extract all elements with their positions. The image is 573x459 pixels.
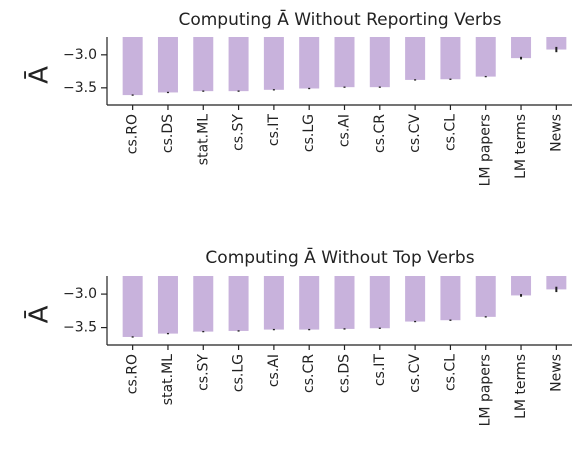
bar [228,37,249,92]
x-tick-label: LM papers [478,114,494,186]
x-tick-label: cs.CV [407,114,423,153]
x-tick-label: cs.CV [407,354,423,393]
bar [228,276,249,331]
y-axis-label: Ā [24,305,55,323]
x-tick-label: News [548,114,564,152]
x-tick-label: cs.IT [372,354,388,387]
y-tick-label: −3.5 [63,80,97,96]
x-tick-label: cs.DS [337,354,353,393]
y-tick-label: −3.5 [63,320,97,336]
bar [334,37,355,88]
bar [334,276,355,329]
y-tick-label: −3.0 [63,286,97,302]
x-tick-label: cs.CL [442,114,458,151]
bar [511,276,532,296]
x-tick-label: cs.RO [125,114,141,154]
x-tick-label: cs.RO [125,354,141,394]
bar [157,37,178,93]
x-tick-label: LM papers [478,354,494,426]
x-tick-label: LM terms [513,114,529,179]
bar [263,37,284,90]
x-tick-label: cs.DS [160,114,176,153]
x-tick-label: stat.ML [195,114,211,165]
bar [511,37,532,59]
x-tick-label: stat.ML [160,354,176,405]
bar [299,276,320,330]
bar [475,276,496,317]
x-tick-label: cs.LG [231,354,247,392]
x-tick-label: cs.CR [301,354,317,393]
bar [122,276,143,337]
bar [440,276,461,321]
x-tick-label: cs.AI [337,114,353,147]
x-tick-label: cs.AI [266,354,282,387]
bar [369,37,390,88]
bar [369,276,390,329]
bar [122,37,143,96]
bar [440,37,461,80]
bar [405,37,426,80]
x-tick-label: cs.LG [301,114,317,152]
bar [193,37,214,92]
y-tick-label: −3.0 [63,47,97,63]
bar [546,276,567,290]
x-tick-label: News [548,354,564,392]
bar [157,276,178,334]
bar [405,276,426,322]
bar [193,276,214,332]
x-tick-label: LM terms [513,354,529,419]
x-tick-label: cs.SY [231,114,247,151]
bar [299,37,320,89]
chart-title: Computing Ā Without Top Verbs [205,246,474,268]
x-tick-label: cs.IT [266,114,282,147]
y-axis-label: Ā [24,66,55,84]
bar [546,37,567,50]
bar [263,276,284,330]
chart-title: Computing Ā Without Reporting Verbs [178,8,501,30]
x-tick-label: cs.SY [195,354,211,391]
x-tick-label: cs.CR [372,114,388,153]
bar [475,37,496,77]
x-tick-label: cs.CL [442,354,458,391]
